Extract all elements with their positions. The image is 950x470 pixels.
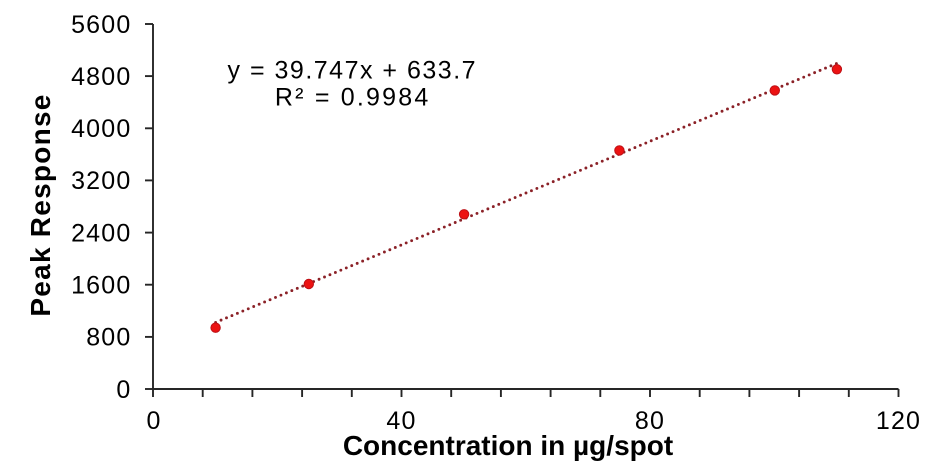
svg-text:80: 80	[635, 407, 665, 435]
svg-text:Concentration in µg/spot: Concentration in µg/spot	[343, 430, 673, 461]
svg-text:5600: 5600	[71, 11, 131, 39]
svg-text:Peak Response: Peak Response	[25, 93, 56, 316]
svg-text:40: 40	[386, 407, 416, 435]
svg-text:y = 39.747x + 633.7: y = 39.747x + 633.7	[228, 56, 478, 84]
svg-text:2400: 2400	[71, 219, 131, 247]
svg-text:800: 800	[86, 324, 131, 352]
svg-text:4800: 4800	[71, 63, 131, 91]
svg-text:3200: 3200	[71, 167, 131, 195]
svg-text:1600: 1600	[71, 272, 131, 300]
svg-text:4000: 4000	[71, 115, 131, 143]
svg-text:R² = 0.9984: R² = 0.9984	[275, 83, 431, 111]
svg-text:120: 120	[876, 407, 921, 435]
svg-text:0: 0	[116, 376, 131, 404]
svg-text:0: 0	[146, 407, 161, 435]
